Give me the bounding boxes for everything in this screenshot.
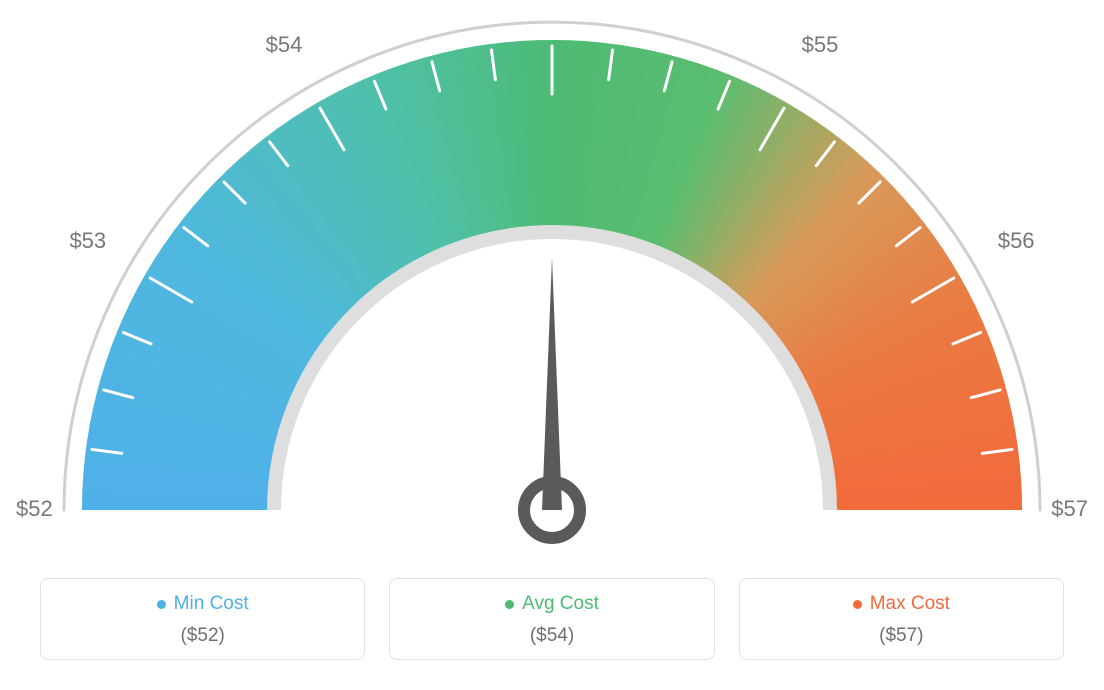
tick-label: $55 [802, 32, 839, 57]
legend-title-avg: Avg Cost [505, 593, 599, 615]
tick-label: $56 [998, 228, 1035, 253]
legend-value-max: ($57) [750, 625, 1053, 647]
tick-label: $52 [16, 496, 53, 521]
legend-row: Min Cost ($52) Avg Cost ($54) Max Cost (… [0, 578, 1104, 660]
gauge-svg: $52$53$54$54$55$56$57 [0, 0, 1104, 560]
dot-avg-icon [505, 600, 514, 609]
tick-label: $53 [69, 228, 106, 253]
legend-card-avg: Avg Cost ($54) [389, 578, 714, 660]
cost-gauge: $52$53$54$54$55$56$57 [0, 0, 1104, 560]
legend-card-max: Max Cost ($57) [739, 578, 1064, 660]
legend-title-max: Max Cost [853, 593, 950, 615]
legend-label-avg: Avg Cost [522, 593, 599, 615]
legend-title-min: Min Cost [157, 593, 249, 615]
legend-value-min: ($52) [51, 625, 354, 647]
tick-label: $57 [1051, 496, 1088, 521]
legend-value-avg: ($54) [400, 625, 703, 647]
legend-label-max: Max Cost [870, 593, 950, 615]
dot-min-icon [157, 600, 166, 609]
legend-card-min: Min Cost ($52) [40, 578, 365, 660]
legend-label-min: Min Cost [174, 593, 249, 615]
tick-label: $54 [266, 32, 303, 57]
dot-max-icon [853, 600, 862, 609]
gauge-needle [542, 258, 562, 510]
